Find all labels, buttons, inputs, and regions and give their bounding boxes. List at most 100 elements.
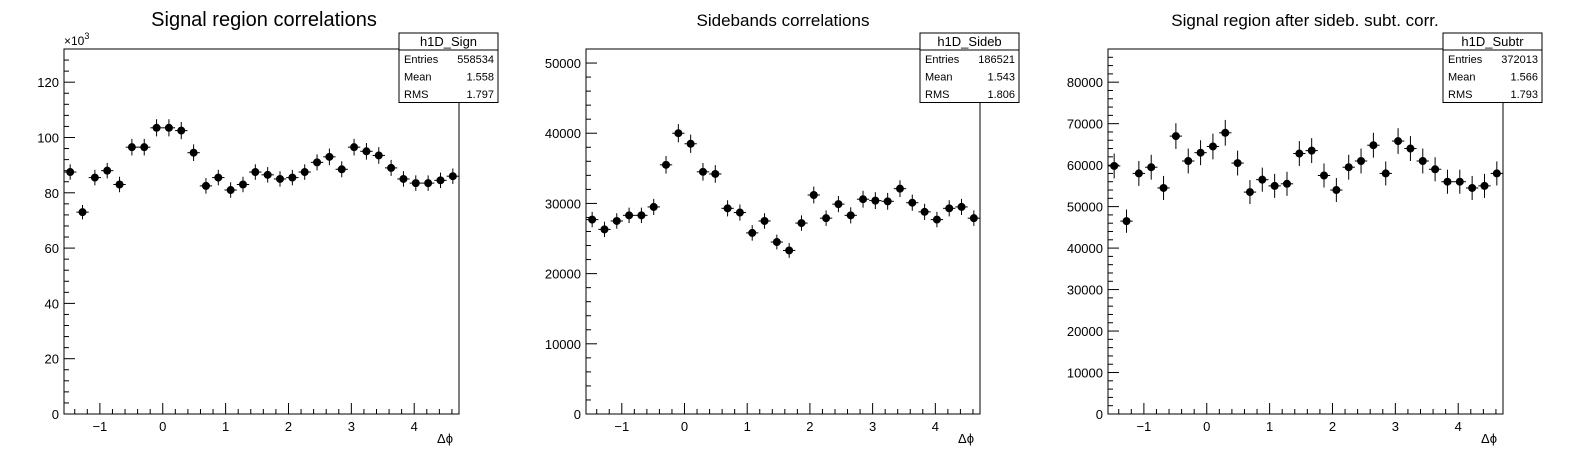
data-marker <box>932 215 941 224</box>
data-point <box>696 163 710 181</box>
data-marker <box>846 211 855 220</box>
data-point <box>199 178 213 194</box>
data-marker <box>920 207 929 216</box>
data-point <box>1120 209 1133 233</box>
x-tick-label: 3 <box>348 419 355 434</box>
data-point <box>795 215 808 231</box>
data-marker <box>1196 148 1205 157</box>
data-marker <box>214 173 223 182</box>
data-point <box>1465 175 1479 200</box>
data-marker <box>90 173 99 182</box>
y-tick-label: 30000 <box>1067 283 1103 298</box>
data-marker <box>251 168 260 177</box>
data-point <box>1478 173 1491 198</box>
data-point <box>1231 150 1244 176</box>
data-point <box>212 169 225 186</box>
stats-box-key: RMS <box>1448 89 1472 101</box>
data-marker <box>1320 171 1329 180</box>
data-marker <box>78 208 87 217</box>
data-point <box>783 243 796 258</box>
data-point <box>286 169 299 186</box>
data-marker <box>1394 137 1403 146</box>
stats-box-key: RMS <box>404 89 428 101</box>
stats-box-frame <box>398 32 499 103</box>
data-point <box>88 169 102 186</box>
stats-box-value: 1.793 <box>1510 89 1538 101</box>
data-point <box>721 200 734 217</box>
x-tick-label: 3 <box>869 419 876 434</box>
y-tick-label: 60 <box>45 241 59 256</box>
data-marker <box>1270 181 1279 190</box>
chart-title: Sidebands correlations <box>697 11 870 30</box>
data-marker <box>399 174 408 183</box>
data-point <box>807 186 820 204</box>
data-marker <box>350 143 359 152</box>
data-point <box>622 207 636 224</box>
stats-box-value: 186521 <box>978 54 1015 66</box>
data-point <box>906 194 919 211</box>
data-marker <box>164 123 173 132</box>
data-point <box>384 159 398 176</box>
data-point <box>770 234 783 250</box>
data-marker <box>834 200 843 209</box>
data-point <box>446 168 459 184</box>
data-marker <box>883 197 892 206</box>
data-point <box>1391 128 1405 154</box>
chart-title: Signal region correlations <box>151 9 377 31</box>
data-point <box>672 124 685 143</box>
x-tick-label: 2 <box>806 419 813 434</box>
data-marker <box>1369 141 1378 150</box>
y-tick-label: 10000 <box>545 337 581 352</box>
data-marker <box>772 238 781 247</box>
plot-frame <box>1107 48 1504 415</box>
chart-panel-3: Signal region after sideb. subt. corr. −1… <box>1067 11 1543 446</box>
stats-box-name: h1D_Sign <box>420 34 477 49</box>
y-tick-label: 50000 <box>545 56 581 71</box>
data-point <box>893 180 907 198</box>
data-marker <box>177 126 186 135</box>
data-point <box>709 165 722 183</box>
data-point <box>1194 140 1207 166</box>
data-point <box>372 147 385 164</box>
data-marker <box>1159 183 1168 192</box>
x-tick-label: 0 <box>681 419 688 434</box>
data-marker <box>1381 169 1390 178</box>
data-point <box>1330 177 1343 203</box>
data-marker <box>1122 217 1131 226</box>
data-point <box>1243 180 1257 205</box>
stats-box-key: Mean <box>1448 72 1476 84</box>
data-point <box>434 172 447 189</box>
data-point <box>930 211 944 228</box>
data-point <box>955 198 968 216</box>
x-tick-label: 4 <box>1455 419 1462 434</box>
data-point <box>323 148 336 166</box>
data-point <box>869 192 882 210</box>
data-point <box>1108 153 1121 179</box>
data-point <box>397 171 410 187</box>
data-marker <box>436 176 445 185</box>
data-point <box>224 182 237 198</box>
x-tick-label: 4 <box>932 419 939 434</box>
data-marker <box>822 214 831 223</box>
data-marker <box>797 219 806 228</box>
data-marker <box>189 148 198 157</box>
data-marker <box>337 165 346 174</box>
data-point <box>832 196 845 213</box>
x-tick-label: 2 <box>1329 419 1336 434</box>
data-marker <box>1332 186 1341 195</box>
data-marker <box>1431 165 1440 174</box>
data-point <box>844 207 857 224</box>
data-point <box>1280 171 1294 196</box>
data-marker <box>760 216 769 225</box>
stats-box-value: 1.566 <box>1510 72 1538 84</box>
data-point <box>1342 154 1355 180</box>
y-tick-label: 20 <box>45 352 59 367</box>
data-point <box>746 225 759 241</box>
data-marker <box>362 147 371 156</box>
stats-box: h1D_Subtr Entries 372013 Mean 1.566 RMS 1.793 <box>1442 32 1543 103</box>
data-point <box>1490 161 1503 186</box>
data-point <box>125 138 139 156</box>
data-point <box>162 119 176 137</box>
data-point <box>64 164 77 180</box>
data-marker <box>325 152 334 161</box>
